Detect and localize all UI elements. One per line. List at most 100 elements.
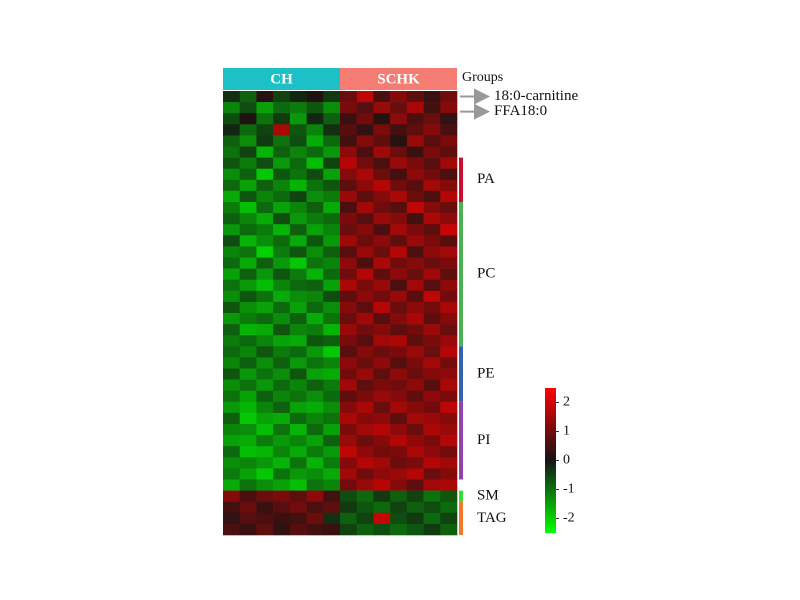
heatmap-cell xyxy=(273,324,291,336)
heatmap-cell xyxy=(440,157,458,169)
heatmap-cell xyxy=(223,301,241,314)
heatmap-cell xyxy=(390,168,408,181)
heatmap-cell xyxy=(340,246,358,258)
heatmap-cell xyxy=(356,412,374,425)
heatmap-cell xyxy=(340,368,358,380)
heatmap-cell xyxy=(273,446,291,458)
heatmap-cell xyxy=(440,268,458,280)
heatmap-cell xyxy=(440,190,458,203)
heatmap-cell xyxy=(406,268,424,280)
heatmap-cell xyxy=(390,412,408,425)
heatmap-cell xyxy=(406,368,424,380)
heatmap-cell xyxy=(390,490,408,502)
heatmap-cell xyxy=(440,235,458,247)
heatmap-cell xyxy=(239,379,257,391)
heatmap-cell xyxy=(256,246,274,258)
heatmap-cell xyxy=(239,202,257,214)
heatmap-cell xyxy=(256,257,274,269)
heatmap-cell xyxy=(289,257,307,269)
heatmap-cell xyxy=(440,424,458,436)
heatmap-cell xyxy=(239,313,257,325)
heatmap-cell xyxy=(273,91,291,103)
heatmap-cell xyxy=(223,279,241,292)
heatmap-cell xyxy=(373,290,391,303)
heatmap-cell xyxy=(390,335,408,347)
heatmap-cell xyxy=(223,346,241,358)
heatmap-cell xyxy=(423,368,441,380)
heatmap-cell xyxy=(256,102,274,114)
heatmap-cell xyxy=(273,512,291,525)
heatmap-cell xyxy=(289,390,307,403)
heatmap-cell xyxy=(373,457,391,469)
heatmap-cell xyxy=(340,390,358,403)
heatmap-cell xyxy=(273,379,291,391)
heatmap-cell xyxy=(273,523,291,536)
heatmap-cell xyxy=(273,235,291,247)
heatmap-cell xyxy=(306,479,324,491)
heatmap-cell xyxy=(323,368,341,380)
heatmap-cell xyxy=(406,279,424,292)
heatmap-cell xyxy=(223,235,241,247)
heatmap-cell xyxy=(306,113,324,125)
row-group-label: TAG xyxy=(477,510,507,526)
heatmap-cell xyxy=(390,213,408,225)
heatmap-cell xyxy=(256,190,274,203)
heatmap-cell xyxy=(356,512,374,525)
heatmap-cell xyxy=(289,213,307,225)
heatmap-cell xyxy=(239,257,257,269)
heatmap-cell xyxy=(273,301,291,314)
heatmap-cell xyxy=(223,179,241,192)
heatmap-cell xyxy=(223,113,241,125)
heatmap-cell xyxy=(390,279,408,292)
heatmap-cell xyxy=(223,290,241,303)
heatmap-cell xyxy=(239,113,257,125)
heatmap-cell xyxy=(356,501,374,514)
heatmap-cell xyxy=(390,424,408,436)
heatmap-cell xyxy=(406,335,424,347)
heatmap-cell xyxy=(239,468,257,480)
heatmap-cell xyxy=(373,401,391,414)
heatmap-cell xyxy=(256,157,274,169)
heatmap-cell xyxy=(356,213,374,225)
heatmap-cell xyxy=(390,346,408,358)
heatmap-cell xyxy=(256,202,274,214)
heatmap-cell xyxy=(306,168,324,181)
heatmap-cell xyxy=(373,124,391,136)
heatmap-cell xyxy=(323,102,341,114)
heatmap-cell xyxy=(273,490,291,502)
heatmap-cell xyxy=(289,446,307,458)
heatmap-cell xyxy=(440,301,458,314)
row-group-bar xyxy=(459,202,463,347)
heatmap-cell xyxy=(356,257,374,269)
heatmap-cell xyxy=(256,346,274,358)
heatmap-cell xyxy=(423,446,441,458)
heatmap-cell xyxy=(373,301,391,314)
heatmap-cell xyxy=(340,213,358,225)
heatmap-cell xyxy=(223,257,241,269)
heatmap-cell xyxy=(340,401,358,414)
heatmap-cell xyxy=(239,501,257,514)
heatmap-cell xyxy=(340,235,358,247)
heatmap-cell xyxy=(323,346,341,358)
heatmap-cell xyxy=(440,290,458,303)
heatmap-cell xyxy=(306,523,324,536)
heatmap-cell xyxy=(356,124,374,136)
heatmap-cell xyxy=(373,479,391,491)
heatmap-cell xyxy=(390,401,408,414)
heatmap-cell xyxy=(273,202,291,214)
heatmap-cell xyxy=(306,390,324,403)
heatmap-cell xyxy=(390,190,408,203)
heatmap-cell xyxy=(390,91,408,103)
heatmap-cell xyxy=(440,324,458,336)
heatmap-cell xyxy=(406,301,424,314)
heatmap-cell xyxy=(423,257,441,269)
heatmap-cell xyxy=(373,257,391,269)
heatmap-cell xyxy=(406,523,424,536)
heatmap-cell xyxy=(440,313,458,325)
heatmap-cell xyxy=(406,357,424,369)
group-header xyxy=(340,68,457,90)
heatmap-cell xyxy=(373,190,391,203)
heatmap-cell xyxy=(256,146,274,158)
heatmap-cell xyxy=(340,157,358,169)
row-group-label: PC xyxy=(477,266,495,282)
